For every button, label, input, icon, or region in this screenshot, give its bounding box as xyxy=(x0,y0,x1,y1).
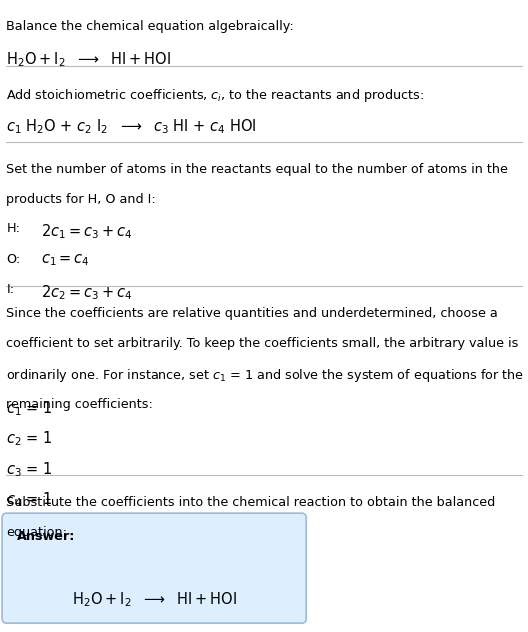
Text: Balance the chemical equation algebraically:: Balance the chemical equation algebraica… xyxy=(6,20,294,33)
Text: H:: H: xyxy=(6,222,21,236)
Text: $c_4$ = 1: $c_4$ = 1 xyxy=(6,490,53,509)
Text: Since the coefficients are relative quantities and underdetermined, choose a: Since the coefficients are relative quan… xyxy=(6,307,498,320)
Text: coefficient to set arbitrarily. To keep the coefficients small, the arbitrary va: coefficient to set arbitrarily. To keep … xyxy=(6,337,518,350)
Text: Substitute the coefficients into the chemical reaction to obtain the balanced: Substitute the coefficients into the che… xyxy=(6,496,496,509)
Text: Answer:: Answer: xyxy=(17,530,76,543)
Text: $c_1 = c_4$: $c_1 = c_4$ xyxy=(41,253,90,269)
Text: Set the number of atoms in the reactants equal to the number of atoms in the: Set the number of atoms in the reactants… xyxy=(6,163,508,176)
Text: ordinarily one. For instance, set $c_1$ = 1 and solve the system of equations fo: ordinarily one. For instance, set $c_1$ … xyxy=(6,367,524,384)
Text: remaining coefficients:: remaining coefficients: xyxy=(6,398,153,411)
Text: $\mathregular{H_2O + I_2}$  $\longrightarrow$  $\mathregular{HI + HOI}$: $\mathregular{H_2O + I_2}$ $\longrightar… xyxy=(72,590,237,609)
FancyBboxPatch shape xyxy=(2,513,306,623)
Text: O:: O: xyxy=(6,253,21,266)
Text: $2 c_1 = c_3 + c_4$: $2 c_1 = c_3 + c_4$ xyxy=(41,222,132,241)
Text: I:: I: xyxy=(6,283,14,296)
Text: Add stoichiometric coefficients, $c_i$, to the reactants and products:: Add stoichiometric coefficients, $c_i$, … xyxy=(6,87,425,104)
Text: $c_3$ = 1: $c_3$ = 1 xyxy=(6,460,53,479)
Text: $\mathregular{H_2O + I_2}$  $\longrightarrow$  $\mathregular{HI + HOI}$: $\mathregular{H_2O + I_2}$ $\longrightar… xyxy=(6,51,171,70)
Text: $2 c_2 = c_3 + c_4$: $2 c_2 = c_3 + c_4$ xyxy=(41,283,132,302)
Text: products for H, O and I:: products for H, O and I: xyxy=(6,193,156,207)
Text: equation:: equation: xyxy=(6,526,68,540)
Text: $c_1$ $\mathregular{H_2O}$ + $c_2$ $\mathregular{I_2}$  $\longrightarrow$  $c_3$: $c_1$ $\mathregular{H_2O}$ + $c_2$ $\mat… xyxy=(6,118,257,137)
Text: $c_1$ = 1: $c_1$ = 1 xyxy=(6,399,53,418)
Text: $c_2$ = 1: $c_2$ = 1 xyxy=(6,430,53,449)
